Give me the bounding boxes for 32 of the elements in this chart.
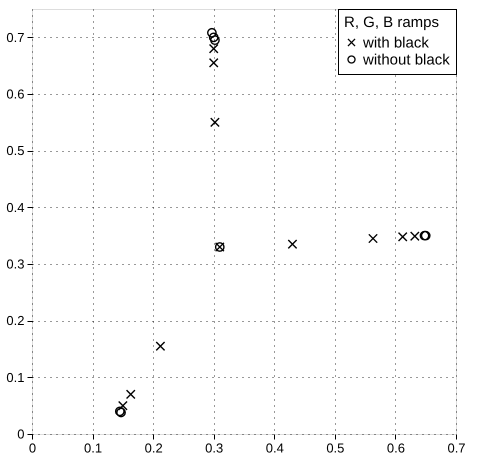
legend-label: with black: [362, 34, 430, 52]
y-tick-label: 0.5: [6, 143, 24, 158]
point: [126, 389, 136, 400]
y-tick-label: 0.7: [6, 30, 24, 45]
point: [398, 232, 408, 242]
y-tick-label: 0.1: [6, 370, 24, 385]
point: [288, 239, 298, 250]
x-tick-label: 0.1: [84, 440, 102, 453]
point: [208, 44, 219, 54]
y-tick-label: 0.3: [6, 256, 24, 272]
x-tick-label: 0.6: [386, 440, 405, 453]
y-tick-label: 0: [17, 426, 24, 442]
x-tick-label: 0.3: [205, 440, 224, 453]
point: [210, 117, 220, 128]
y-tick-label: 0.6: [6, 86, 24, 102]
x-tick-label: 0.5: [326, 440, 344, 453]
y-tick-label: 0.4: [6, 200, 24, 215]
point: [368, 234, 378, 244]
x-tick-label: 0.4: [266, 440, 284, 453]
point: [118, 400, 128, 411]
x-tick-label: 0: [28, 440, 36, 453]
legend-title: R, G, B ramps: [344, 14, 440, 31]
x-tick-label: 0.7: [447, 440, 466, 453]
x-tick-label: 0.2: [144, 440, 163, 453]
point: [210, 35, 220, 46]
point: [208, 32, 219, 42]
point: [208, 58, 219, 68]
point: [207, 28, 217, 38]
point: [410, 231, 420, 242]
point: [156, 341, 166, 352]
legend-label: without black: [362, 52, 450, 68]
y-tick-label: 0.2: [6, 313, 24, 328]
